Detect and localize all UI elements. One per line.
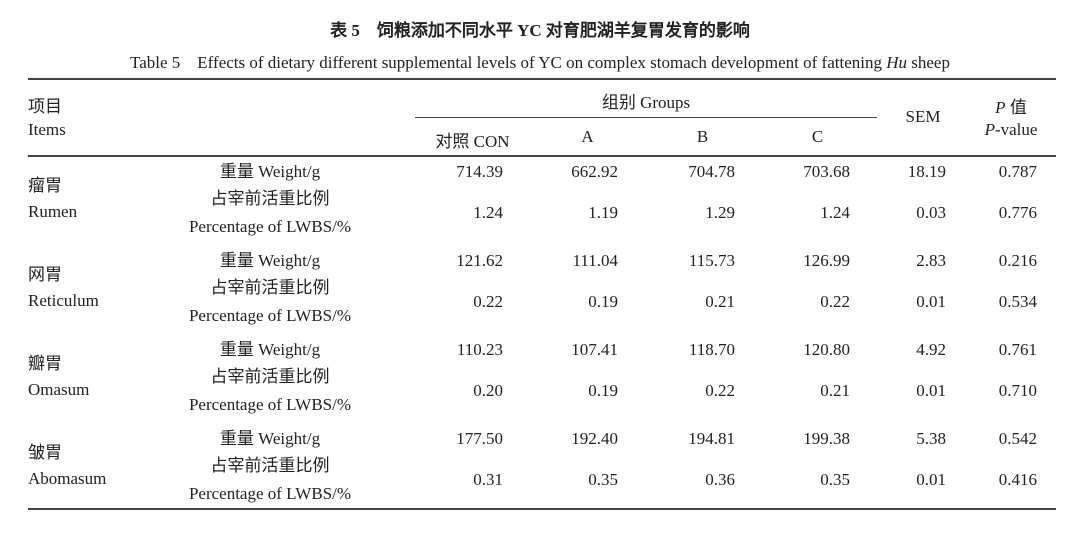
cell-weight-p: 0.216 (998, 251, 1037, 270)
organ-en: Abomasum (28, 469, 107, 488)
header-p-cn: P 值 (966, 93, 1056, 118)
organ-en: Omasum (28, 380, 90, 399)
p-cn-text: 值 (1005, 98, 1027, 117)
cell-pct-c: 0.22 (820, 292, 850, 311)
measure-pct-en: Percentage of LWBS/% (188, 217, 352, 236)
header-b: B (696, 127, 709, 146)
cell-pct-a: 0.19 (588, 292, 618, 311)
cell-pct-con: 0.20 (473, 381, 503, 400)
cell-pct-a: 0.19 (588, 381, 618, 400)
cell-pct-con: 1.24 (473, 203, 503, 222)
measure-pct-cn: 占宰前活重比例 (210, 189, 330, 208)
cell-weight-a: 662.92 (571, 162, 618, 181)
header-sem: SEM (905, 107, 941, 126)
organ-en: Reticulum (28, 291, 99, 310)
cell-weight-c: 703.68 (803, 162, 850, 181)
cell-weight-p: 0.761 (998, 340, 1037, 359)
cell-pct-b: 0.36 (705, 470, 735, 489)
cell-weight-c: 120.80 (803, 340, 850, 359)
cell-weight-con: 110.23 (456, 340, 503, 359)
cell-pct-con: 0.22 (473, 292, 503, 311)
cell-weight-b: 704.78 (688, 162, 735, 181)
title-en-text: Table 5 Effects of dietary different sup… (130, 53, 887, 72)
measure-weight: 重量 Weight/g (219, 162, 321, 181)
cell-weight-sem: 18.19 (907, 162, 946, 181)
measure-pct-cn: 占宰前活重比例 (210, 367, 330, 386)
cell-weight-p: 0.787 (998, 162, 1037, 181)
cell-weight-c: 126.99 (803, 251, 850, 270)
organ-cn: 网胃 (28, 265, 62, 284)
bottom-rule (28, 508, 1056, 510)
table-title-cn: 表 5 饲粮添加不同水平 YC 对育肥湖羊复胃发育的影响 (330, 21, 750, 40)
cell-weight-b: 194.81 (688, 429, 735, 448)
cell-pct-c: 1.24 (820, 203, 850, 222)
cell-pct-b: 0.21 (705, 292, 735, 311)
cell-pct-a: 1.19 (588, 203, 618, 222)
cell-pct-b: 1.29 (705, 203, 735, 222)
cell-weight-a: 111.04 (572, 251, 619, 270)
cell-pct-sem: 0.01 (916, 381, 946, 400)
cell-weight-c: 199.38 (803, 429, 850, 448)
measure-pct-en: Percentage of LWBS/% (188, 395, 352, 414)
cell-pct-p: 0.534 (998, 292, 1037, 311)
organ-cn: 瘤胃 (28, 176, 62, 195)
cell-pct-sem: 0.03 (916, 203, 946, 222)
cell-weight-b: 115.73 (688, 251, 735, 270)
table-row-group: 网胃 Reticulum 重量 Weight/g 占宰前活重比例 Percentage … (0, 247, 1080, 336)
header-items-en: Items (28, 120, 66, 139)
measure-pct-cn: 占宰前活重比例 (210, 456, 330, 475)
cell-weight-a: 192.40 (571, 429, 618, 448)
title-en-suffix: sheep (907, 53, 950, 72)
table-row-group: 瓣胃 Omasum 重量 Weight/g 占宰前活重比例 Percentage of … (0, 336, 1080, 425)
organ-cn: 皱胃 (28, 443, 62, 462)
top-rule (28, 78, 1056, 80)
cell-pct-sem: 0.01 (916, 292, 946, 311)
cell-pct-a: 0.35 (588, 470, 618, 489)
measure-weight: 重量 Weight/g (219, 251, 321, 270)
header-items-cn: 项目 (28, 97, 62, 116)
cell-pct-b: 0.22 (705, 381, 735, 400)
cell-weight-con: 714.39 (456, 162, 503, 181)
cell-pct-c: 0.35 (820, 470, 850, 489)
cell-pct-con: 0.31 (473, 470, 503, 489)
header-rule (28, 155, 1056, 157)
header-a: A (581, 127, 594, 146)
p-en-text: -value (994, 120, 1038, 139)
measure-pct-en: Percentage of LWBS/% (188, 306, 352, 325)
group-rule (415, 117, 877, 118)
cell-pct-p: 0.416 (998, 470, 1037, 489)
cell-weight-p: 0.542 (998, 429, 1037, 448)
title-en-italic: Hu (886, 53, 907, 72)
cell-weight-b: 118.70 (688, 340, 735, 359)
measure-pct-en: Percentage of LWBS/% (188, 484, 352, 503)
measure-pct-cn: 占宰前活重比例 (210, 278, 330, 297)
cell-pct-p: 0.710 (998, 381, 1037, 400)
organ-cn: 瓣胃 (28, 354, 62, 373)
cell-pct-p: 0.776 (998, 203, 1037, 222)
cell-weight-sem: 5.38 (916, 429, 946, 448)
cell-weight-sem: 2.83 (916, 251, 946, 270)
measure-weight: 重量 Weight/g (219, 340, 321, 359)
header-c: C (811, 127, 824, 146)
organ-en: Rumen (28, 202, 78, 221)
cell-weight-con: 121.62 (456, 251, 503, 270)
cell-weight-sem: 4.92 (916, 340, 946, 359)
table-row-group: 瘤胃 Rumen 重量 Weight/g 占宰前活重比例 Percentage of L… (0, 158, 1080, 247)
header-p-en: P-value (966, 120, 1056, 140)
p-italic-en: P (984, 120, 995, 139)
cell-weight-a: 107.41 (571, 340, 618, 359)
header-con: 对照 CON (435, 132, 510, 151)
table-title-en: Table 5 Effects of dietary different sup… (0, 48, 1080, 73)
table-row-group: 皱胃 Abomasum 重量 Weight/g 占宰前活重比例 Percentage o… (0, 425, 1080, 514)
measure-weight: 重量 Weight/g (219, 429, 321, 448)
p-italic: P (995, 98, 1006, 117)
header-groups: 组别 Groups (601, 93, 691, 112)
cell-pct-sem: 0.01 (916, 470, 946, 489)
cell-weight-con: 177.50 (456, 429, 503, 448)
cell-pct-c: 0.21 (820, 381, 850, 400)
